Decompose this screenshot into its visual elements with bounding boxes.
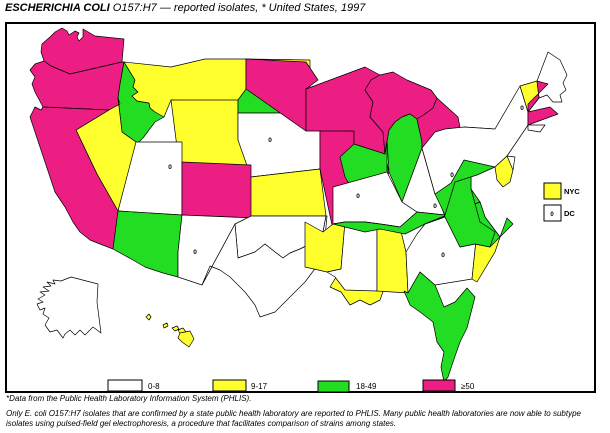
svg-text:0: 0: [356, 193, 360, 200]
svg-text:0: 0: [520, 105, 524, 112]
svg-text:DC: DC: [564, 209, 575, 218]
svg-text:0: 0: [441, 252, 445, 259]
svg-text:0: 0: [268, 137, 272, 144]
svg-text:0: 0: [450, 172, 454, 179]
svg-text:0: 0: [193, 249, 197, 256]
svg-text:NYC: NYC: [564, 187, 580, 196]
svg-text:0: 0: [433, 203, 437, 210]
svg-text:9-17: 9-17: [251, 382, 268, 391]
svg-text:≥50: ≥50: [461, 382, 475, 391]
svg-text:0: 0: [168, 164, 172, 171]
svg-text:18-49: 18-49: [356, 382, 377, 391]
svg-text:0-8: 0-8: [148, 382, 160, 391]
